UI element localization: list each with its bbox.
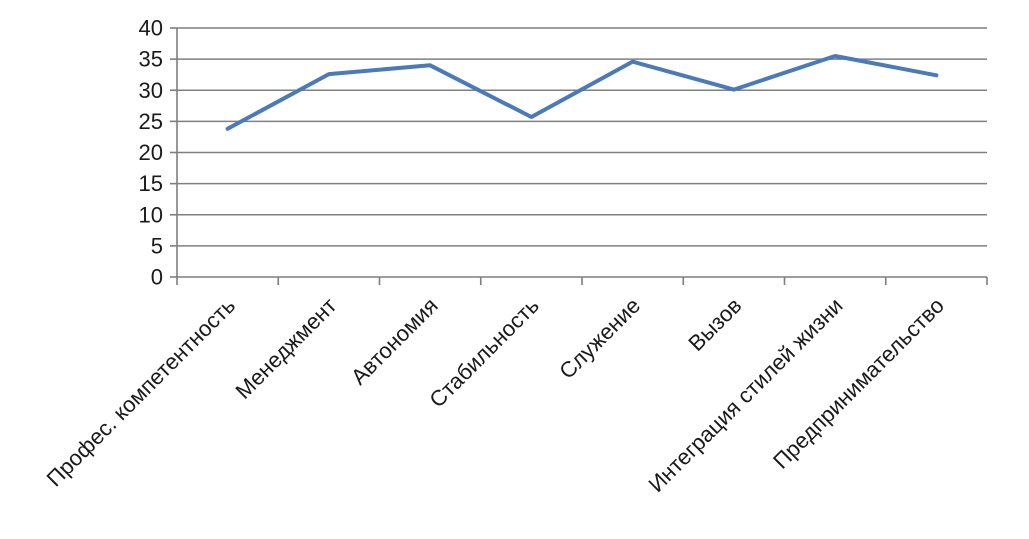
y-tick-label: 35 xyxy=(139,47,163,72)
series-layer xyxy=(225,54,939,131)
x-category-label: Интеграция стилей жизни xyxy=(643,293,847,497)
y-tick-label: 10 xyxy=(139,202,163,227)
x-category-label: Менеджмент xyxy=(230,293,341,404)
y-tick-label: 15 xyxy=(139,171,163,196)
y-tick-label: 30 xyxy=(139,78,163,103)
y-tick-label: 20 xyxy=(139,140,163,165)
y-tick-label: 40 xyxy=(139,16,163,41)
axes xyxy=(170,27,988,285)
x-category-label: Служение xyxy=(554,293,645,384)
x-category-label: Профес. компетентность xyxy=(42,293,240,491)
y-tick-label: 0 xyxy=(151,265,163,290)
y-tick-label: 25 xyxy=(139,109,163,134)
series-line xyxy=(225,54,939,131)
x-category-label: Вызов xyxy=(683,293,746,356)
x-category-label: Предпринимательство xyxy=(768,293,949,474)
x-category-label: Автономия xyxy=(346,293,443,390)
y-tick-label: 5 xyxy=(151,233,163,258)
y-axis-tick-labels: 0 5 10 15 20 25 30 35 40 xyxy=(139,16,163,290)
